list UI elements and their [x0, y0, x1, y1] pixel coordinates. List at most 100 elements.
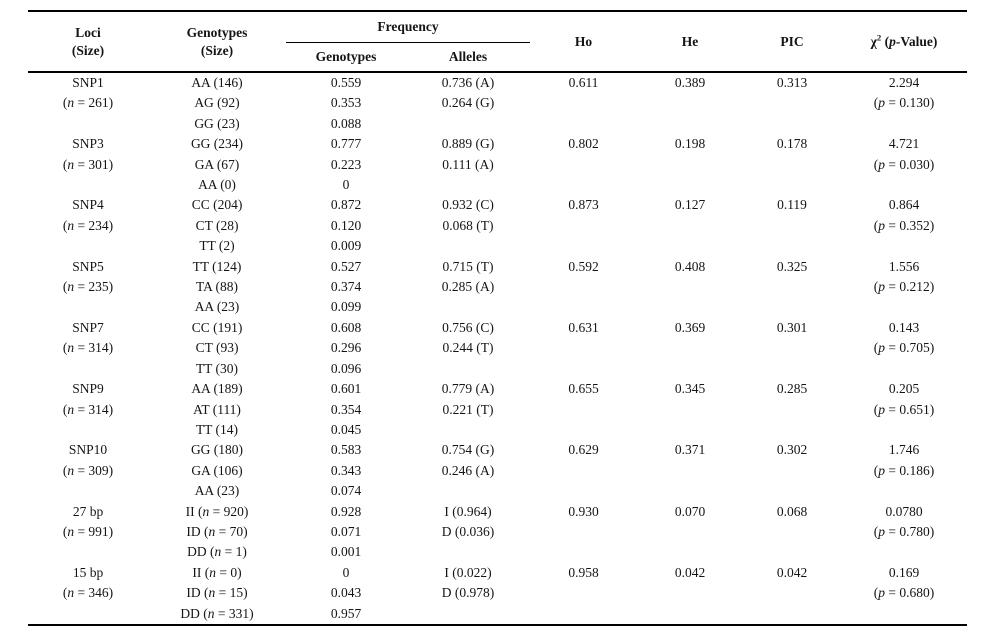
locus-size-cell: (n = 314) [62, 401, 114, 417]
table-row: SNP10 GG (180) 0.583 0.754 (G) 0.629 0.3… [28, 440, 967, 460]
table-row: (n = 314) CT (93) 0.296 0.244 (T) (p = 0… [28, 338, 967, 358]
allele-frequency-cell: 0.244 (T) [442, 340, 494, 356]
col-header-loci-line2: (Size) [71, 42, 105, 58]
pic-cell [743, 114, 841, 134]
ho-cell [530, 542, 637, 562]
allele-frequency-cell: D (0.978) [441, 585, 495, 601]
genotype-cell: AA (23) [194, 483, 240, 499]
ho-cell: 0.958 [568, 564, 599, 580]
locus-name-cell: SNP1 [72, 75, 104, 90]
pic-cell [743, 216, 841, 236]
table-row: SNP5 TT (124) 0.527 0.715 (T) 0.592 0.40… [28, 257, 967, 277]
table-row: SNP9 AA (189) 0.601 0.779 (A) 0.655 0.34… [28, 379, 967, 399]
genotype-cell: AT (111) [193, 401, 241, 417]
genotype-frequency-cell: 0.608 [330, 319, 362, 335]
table-row: SNP4 CC (204) 0.872 0.932 (C) 0.873 0.12… [28, 195, 967, 215]
genotype-cell: ID (n = 15) [186, 585, 248, 601]
genotype-frequency-cell: 0.223 [330, 156, 362, 172]
genotype-frequency-cell: 0.872 [330, 197, 362, 213]
table-row: (n = 234) CT (28) 0.120 0.068 (T) (p = 0… [28, 216, 967, 236]
pic-cell: 0.285 [776, 381, 808, 397]
he-cell: 0.070 [674, 503, 706, 519]
locus-name-cell: SNP4 [72, 197, 104, 213]
he-cell [637, 175, 743, 195]
allele-frequency-cell: 0.264 (G) [441, 95, 495, 111]
genotype-cell: TT (14) [195, 421, 239, 437]
allele-frequency-cell [406, 236, 530, 256]
locus-name-cell [28, 175, 148, 195]
locus-name-cell [28, 542, 148, 562]
chi2-value-cell [841, 604, 967, 625]
locus-name-cell: SNP10 [68, 442, 108, 458]
table-row: AA (23) 0.074 [28, 481, 967, 501]
pic-cell [743, 522, 841, 542]
he-cell: 0.198 [674, 136, 706, 152]
he-cell [637, 338, 743, 358]
table-row: SNP3 GG (234) 0.777 0.889 (G) 0.802 0.19… [28, 134, 967, 154]
he-cell: 0.369 [674, 319, 706, 335]
ho-cell: 0.611 [568, 75, 599, 90]
table-row: (n = 261) AG (92) 0.353 0.264 (G) (p = 0… [28, 93, 967, 113]
locus-name-cell: SNP3 [72, 136, 104, 152]
he-cell [637, 114, 743, 134]
genotype-frequency-cell: 0.374 [330, 279, 362, 295]
chi2-value-cell [841, 297, 967, 317]
ho-cell: 0.930 [568, 503, 599, 519]
pic-cell [743, 542, 841, 562]
genotype-frequency-cell: 0.777 [330, 136, 362, 152]
locus-name-cell [28, 297, 148, 317]
col-header-he: He [637, 11, 743, 73]
genotype-frequency-cell: 0.928 [330, 503, 362, 519]
ho-cell [530, 604, 637, 625]
chi2-value-cell [841, 236, 967, 256]
he-cell [637, 461, 743, 481]
he-cell: 0.408 [674, 258, 706, 274]
genotype-frequency-cell: 0.353 [330, 95, 362, 111]
genotype-cell: AA (146) [191, 75, 243, 90]
locus-size-cell: (n = 235) [62, 279, 114, 295]
pic-cell [743, 583, 841, 603]
genotype-cell: ID (n = 70) [186, 523, 248, 539]
table-header: Loci (Size) Genotypes (Size) Frequency H… [28, 11, 967, 73]
chi2-value-cell: 1.746 [888, 442, 920, 458]
he-cell [637, 297, 743, 317]
pic-cell: 0.302 [776, 442, 808, 458]
ho-cell: 0.655 [568, 381, 599, 397]
allele-frequency-cell [406, 420, 530, 440]
locus-name-cell: SNP7 [72, 319, 104, 335]
p-value-cell: (p = 0.212) [873, 279, 935, 295]
chi2-value-cell [841, 175, 967, 195]
ho-cell [530, 236, 637, 256]
pic-cell [743, 604, 841, 625]
ho-cell [530, 522, 637, 542]
genotype-cell: TA (88) [195, 279, 239, 295]
he-cell [637, 155, 743, 175]
he-cell [637, 604, 743, 625]
he-cell [637, 481, 743, 501]
table-row: (n = 235) TA (88) 0.374 0.285 (A) (p = 0… [28, 277, 967, 297]
locus-name-cell: 27 bp [72, 503, 104, 519]
genotype-cell: II (n = 0) [192, 564, 242, 580]
ho-cell [530, 481, 637, 501]
chi2-value-cell: 0.864 [888, 197, 920, 213]
allele-frequency-cell: 0.068 (T) [442, 217, 494, 233]
locus-name-cell: SNP5 [72, 258, 104, 274]
ho-cell: 0.629 [568, 442, 599, 458]
chi2-value-cell [841, 359, 967, 379]
locus-name-cell [28, 359, 148, 379]
pic-cell: 0.042 [776, 564, 808, 580]
allele-frequency-cell: 0.246 (A) [441, 462, 495, 478]
genotype-cell: DD (n = 331) [180, 605, 254, 621]
genotype-cell: CT (28) [195, 217, 239, 233]
genotype-frequency-cell: 0 [342, 177, 350, 193]
genotype-frequency-cell: 0.045 [330, 421, 362, 437]
col-header-loci: Loci (Size) [28, 11, 148, 73]
genotype-frequency-cell: 0.343 [330, 462, 362, 478]
chi2-value-cell: 1.556 [888, 258, 920, 274]
he-cell [637, 542, 743, 562]
locus-size-cell: (n = 991) [62, 523, 114, 539]
chi2-value-cell [841, 481, 967, 501]
col-subheader-freq-genotypes: Genotypes [286, 42, 406, 73]
allele-frequency-cell [406, 297, 530, 317]
locus-size-cell: (n = 261) [62, 95, 114, 111]
